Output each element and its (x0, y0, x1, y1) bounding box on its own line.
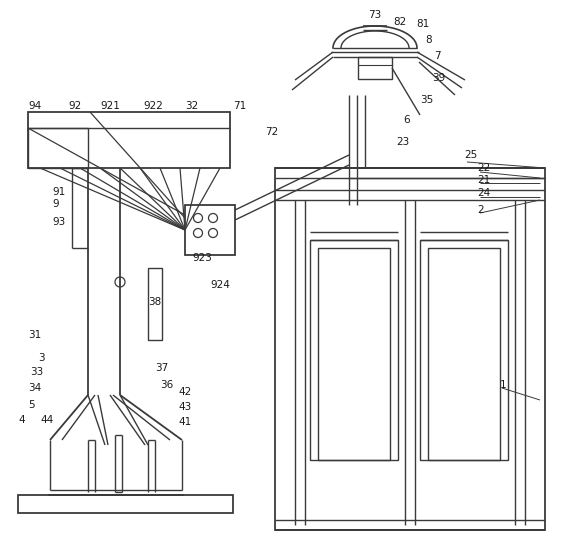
Bar (428, 248, 500, 460)
Text: 35: 35 (420, 95, 433, 105)
Text: 8: 8 (425, 35, 431, 45)
Text: 923: 923 (192, 253, 212, 263)
Text: 7: 7 (434, 51, 440, 61)
Text: 81: 81 (416, 19, 429, 29)
Text: 71: 71 (233, 101, 246, 111)
Text: 36: 36 (160, 380, 173, 390)
Text: 5: 5 (28, 400, 35, 410)
Text: 922: 922 (143, 101, 163, 111)
Text: 23: 23 (396, 137, 410, 147)
Text: 21: 21 (477, 175, 490, 185)
Text: 34: 34 (28, 383, 42, 393)
Text: 31: 31 (28, 330, 42, 340)
Text: 24: 24 (477, 188, 490, 198)
Text: 6: 6 (403, 115, 410, 125)
Text: 924: 924 (210, 280, 230, 290)
Bar (310, 240, 398, 460)
Bar (28, 112, 230, 168)
Text: 9: 9 (52, 199, 59, 209)
Bar (185, 205, 235, 255)
Text: 37: 37 (155, 363, 168, 373)
Text: 25: 25 (464, 150, 477, 160)
Text: 2: 2 (477, 205, 484, 215)
Text: 73: 73 (368, 10, 381, 20)
Text: 82: 82 (393, 17, 406, 27)
Text: 32: 32 (185, 101, 198, 111)
Text: 93: 93 (52, 217, 65, 227)
Bar (28, 128, 88, 168)
Bar (275, 168, 545, 530)
Bar (148, 268, 162, 340)
Bar (358, 57, 392, 79)
Text: 22: 22 (477, 163, 490, 173)
Text: 72: 72 (265, 127, 278, 137)
Bar (18, 495, 233, 513)
Text: 41: 41 (178, 417, 191, 427)
Text: 94: 94 (28, 101, 42, 111)
Text: 43: 43 (178, 402, 191, 412)
Text: 1: 1 (500, 380, 507, 390)
Text: 4: 4 (18, 415, 25, 425)
Text: 42: 42 (178, 387, 191, 397)
Text: 39: 39 (432, 73, 445, 83)
Text: 38: 38 (148, 297, 161, 307)
Bar (318, 248, 390, 460)
Text: 92: 92 (68, 101, 81, 111)
Text: 3: 3 (38, 353, 45, 363)
Text: 33: 33 (30, 367, 43, 377)
Text: 921: 921 (100, 101, 120, 111)
Text: 91: 91 (52, 187, 65, 197)
Text: 44: 44 (40, 415, 53, 425)
Bar (420, 240, 508, 460)
